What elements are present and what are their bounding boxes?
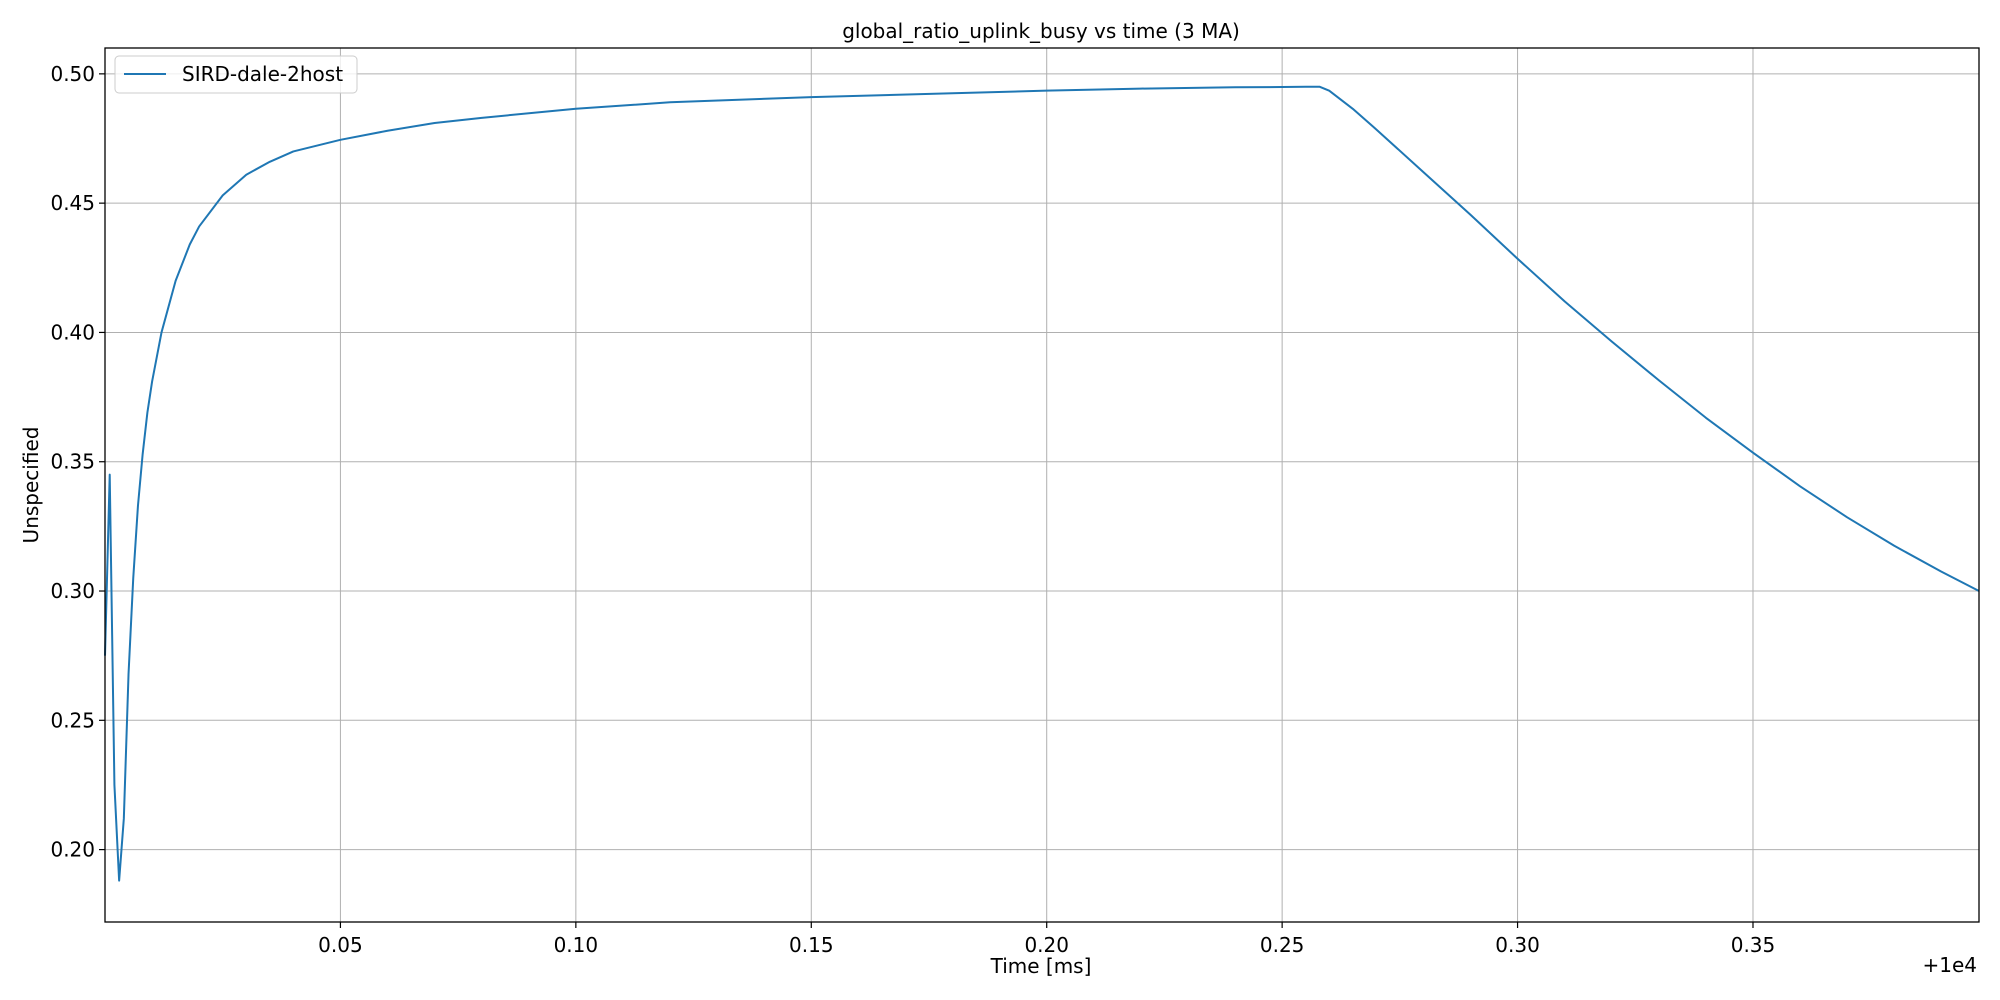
x-tick-label: 0.05 (318, 933, 363, 957)
legend-box (114, 55, 358, 94)
x-axis-ticks: 0.05 0.10 0.15 0.20 0.25 0.30 0.35 (318, 922, 1775, 957)
x-axis-offset-label: +1e4 (1922, 953, 1977, 977)
y-tick-label: 0.45 (50, 191, 95, 215)
y-axis-label: Unspecified (19, 427, 43, 544)
legend: SIRD-dale-2host (114, 55, 358, 94)
y-tick-label: 0.20 (50, 838, 95, 862)
y-tick-label: 0.50 (50, 62, 95, 86)
x-tick-label: 0.20 (1024, 933, 1069, 957)
x-tick-label: 0.10 (554, 933, 599, 957)
x-axis-label: Time [ms] (990, 954, 1092, 978)
x-tick-label: 0.15 (789, 933, 834, 957)
plot-frame (104, 47, 1980, 923)
grid (105, 48, 1979, 922)
y-tick-label: 0.25 (50, 708, 95, 732)
x-tick-label: 0.35 (1731, 933, 1776, 957)
x-tick-label: 0.30 (1495, 933, 1540, 957)
legend-series-label: SIRD-dale-2host (182, 62, 343, 86)
y-tick-label: 0.40 (50, 320, 95, 344)
x-tick-label: 0.25 (1260, 933, 1305, 957)
series-layer (104, 85, 1980, 882)
series-line-0 (104, 85, 1980, 882)
y-tick-label: 0.30 (50, 579, 95, 603)
chart-title: global_ratio_uplink_busy vs time (3 MA) (842, 19, 1240, 43)
y-axis-ticks: 0.20 0.25 0.30 0.35 0.40 0.45 0.50 (50, 62, 105, 862)
y-tick-label: 0.35 (50, 450, 95, 474)
